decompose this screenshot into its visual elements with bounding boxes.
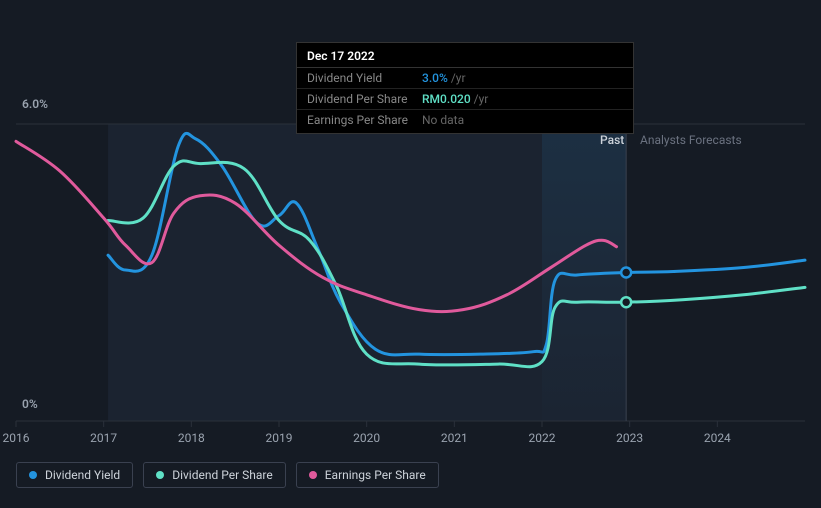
- tooltip-row-unit: /yr: [474, 92, 489, 106]
- legend-item-earnings-per-share[interactable]: Earnings Per Share: [296, 462, 439, 488]
- dividend-chart: 0% 6.0% 2016 2017 2018 2019 2020 2021 2022 2023 20…: [0, 0, 821, 508]
- region-label-past: Past: [600, 133, 624, 147]
- legend-label: Dividend Yield: [45, 468, 120, 482]
- chart-tooltip: Dec 17 2022 Dividend Yield3.0%/yrDividen…: [296, 42, 634, 134]
- tooltip-row-label: Dividend Yield: [307, 71, 422, 85]
- svg-text:2017: 2017: [90, 431, 117, 445]
- svg-text:2019: 2019: [266, 431, 293, 445]
- tooltip-row-label: Dividend Per Share: [307, 92, 422, 106]
- tooltip-row-value: RM0.020: [422, 92, 471, 106]
- svg-text:6.0%: 6.0%: [22, 97, 48, 111]
- svg-text:2016: 2016: [3, 431, 30, 445]
- svg-text:2023: 2023: [616, 431, 643, 445]
- legend-item-dividend-per-share[interactable]: Dividend Per Share: [143, 462, 286, 488]
- tooltip-date: Dec 17 2022: [297, 43, 633, 68]
- svg-text:2018: 2018: [178, 431, 205, 445]
- tooltip-row-nodata: No data: [422, 113, 464, 127]
- svg-text:2020: 2020: [353, 431, 380, 445]
- legend-label: Earnings Per Share: [325, 468, 426, 482]
- chart-legend: Dividend Yield Dividend Per Share Earnings…: [16, 462, 439, 488]
- svg-text:2021: 2021: [441, 431, 468, 445]
- tooltip-row-label: Earnings Per Share: [307, 113, 422, 127]
- tooltip-row-unit: /yr: [451, 71, 466, 85]
- tooltip-row: Dividend Per ShareRM0.020/yr: [297, 89, 633, 110]
- svg-text:0%: 0%: [22, 397, 38, 411]
- legend-label: Dividend Per Share: [172, 468, 273, 482]
- legend-dot: [156, 471, 164, 479]
- tooltip-row-value: 3.0%: [422, 71, 448, 85]
- region-label-forecast: Analysts Forecasts: [640, 133, 742, 147]
- tooltip-row: Dividend Yield3.0%/yr: [297, 68, 633, 89]
- svg-text:2022: 2022: [529, 431, 556, 445]
- svg-text:2024: 2024: [704, 431, 731, 445]
- legend-dot: [29, 471, 37, 479]
- legend-dot: [309, 471, 317, 479]
- tooltip-row: Earnings Per ShareNo data: [297, 110, 633, 133]
- legend-item-dividend-yield[interactable]: Dividend Yield: [16, 462, 133, 488]
